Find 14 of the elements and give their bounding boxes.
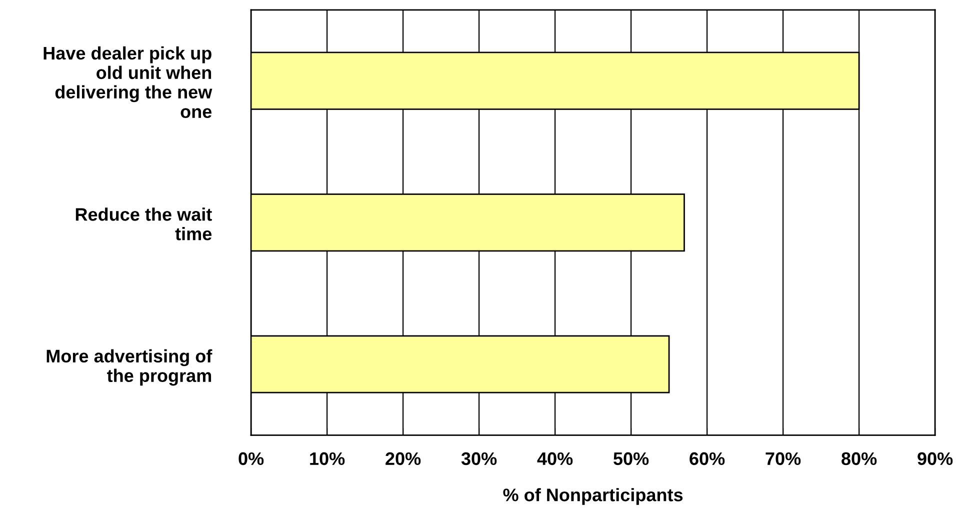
y-tick-label: More advertising of the program bbox=[46, 349, 212, 386]
x-tick-label: 50% bbox=[614, 452, 649, 466]
x-tick-label: 20% bbox=[386, 452, 421, 466]
y-tick-label: Reduce the wait time bbox=[76, 208, 212, 240]
x-tick-label: 0% bbox=[238, 452, 264, 466]
x-tick-label: 90% bbox=[918, 452, 953, 466]
x-axis-title: % of Nonparticipants bbox=[503, 488, 683, 505]
y-tick-label: Have dealer pick up old unit when delivering the new one bbox=[44, 46, 212, 118]
x-tick-label: 10% bbox=[310, 452, 345, 466]
x-tick-label: 30% bbox=[461, 452, 497, 466]
x-tick-label: 60% bbox=[690, 452, 725, 466]
x-tick-label: 40% bbox=[537, 452, 573, 466]
x-tick-label: 70% bbox=[766, 452, 801, 466]
x-tick-label: 80% bbox=[842, 452, 877, 466]
